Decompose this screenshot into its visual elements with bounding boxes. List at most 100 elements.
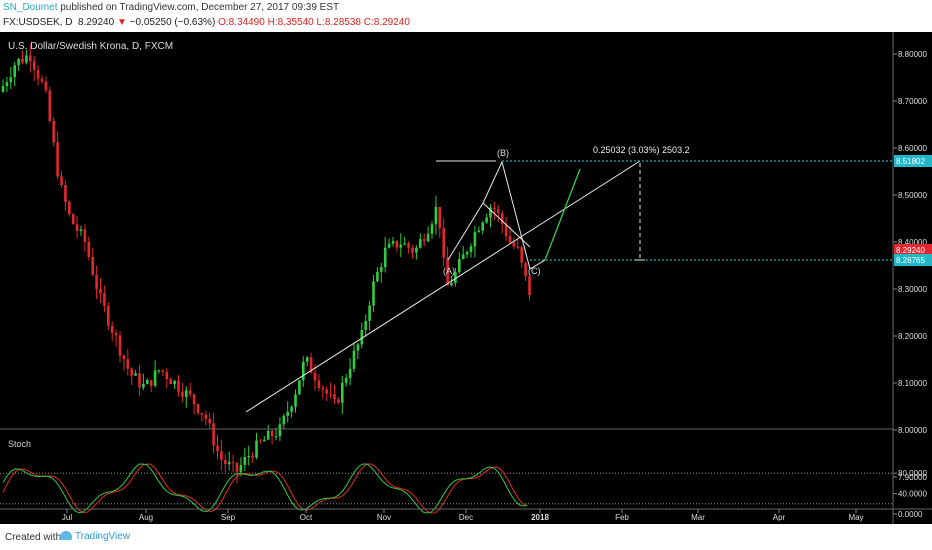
candle-body [395, 240, 399, 248]
candle-body [204, 414, 208, 420]
candle-body [79, 229, 83, 231]
candle-body [473, 231, 477, 247]
candle-body [142, 383, 145, 388]
candle-body [36, 69, 40, 79]
stoch-tick-label: 0.0000 [898, 510, 923, 519]
tradingview-brand[interactable]: TradingView [60, 531, 130, 542]
candle-body [481, 222, 484, 231]
candle-body [208, 419, 211, 424]
candle-body [192, 394, 196, 405]
candle-body [110, 325, 114, 333]
candle-body [32, 61, 36, 70]
candle-body [227, 462, 231, 465]
published-text: published on TradingView.com, December 2… [60, 2, 340, 13]
time-tick-label: Aug [139, 513, 153, 522]
time-tick-label: Dec [459, 513, 473, 522]
candle-body [87, 241, 91, 257]
candle-body [29, 55, 32, 62]
candle-body [399, 244, 403, 248]
close-value: C:8.29240 [363, 17, 410, 28]
candle-body [40, 78, 44, 82]
candle-body [329, 393, 332, 395]
wave-label-c: (C) [528, 266, 541, 276]
candle-body [118, 335, 122, 356]
price-tag-box [894, 254, 932, 266]
candle-body [212, 423, 215, 446]
candle-body [364, 320, 367, 330]
candle-body [485, 217, 488, 223]
price-tick-label: 8.80000 [898, 50, 927, 59]
candle-body [438, 206, 442, 229]
candle-body [60, 176, 63, 186]
candle-body [493, 207, 496, 210]
candle-body [489, 207, 492, 218]
candle-body [422, 239, 426, 242]
candle-body [224, 460, 227, 465]
price-tick-label: 7.90000 [898, 473, 927, 482]
candle-body [9, 77, 13, 83]
candle-body [512, 242, 516, 247]
candle-body [341, 382, 344, 403]
price-tick-label: 8.30000 [898, 285, 927, 294]
candle-body [426, 233, 430, 242]
candle-body [48, 90, 52, 122]
created-with-text: Created with [5, 532, 62, 543]
candle-body [360, 329, 364, 345]
candle-body [251, 456, 254, 458]
open-value: O:8.34490 [218, 17, 265, 28]
price-tag-label: 8.26765 [896, 256, 925, 265]
candle-body [337, 399, 340, 403]
candle-body [91, 256, 94, 275]
candle-body [95, 274, 98, 289]
last-price: 8.29240 [78, 17, 115, 28]
candle-body [181, 391, 184, 397]
candle-body [64, 185, 67, 202]
candle-body [138, 373, 141, 388]
stoch-k-line [2, 463, 528, 514]
time-tick-label: Jul [62, 513, 72, 522]
candle-body [243, 456, 247, 465]
candle-body [458, 259, 461, 273]
candle-body [391, 240, 395, 244]
candle-body [270, 430, 274, 437]
candle-body [255, 440, 258, 458]
drawings-group: (A) (B) (C) 0.25032 (3.03%) 2503.2 [245, 145, 932, 413]
price-tick-label: 8.00000 [898, 426, 927, 435]
publish-line: SN_Doumet published on TradingView.com, … [3, 2, 339, 13]
wave-label-b: (B) [497, 148, 509, 158]
chart-canvas[interactable]: (A)(B)(C)0.25032 (3.03%) 2503.2 8.800008… [0, 32, 932, 524]
candle-body [344, 378, 348, 383]
candle-body [309, 357, 313, 373]
candles-group [1, 44, 531, 484]
candle-body [1, 86, 5, 92]
candle-body [465, 251, 469, 255]
candle-body [220, 451, 223, 461]
candle-body [56, 142, 59, 177]
change-value: −0.05250 (−0.63%) [129, 17, 216, 28]
candle-body [282, 415, 286, 425]
time-tick-label: Oct [300, 513, 313, 522]
candle-body [415, 247, 418, 253]
candle-body [239, 464, 243, 472]
stoch-tick-label: 40.0000 [898, 490, 927, 499]
trendline [245, 160, 641, 413]
time-tick-label: Sep [221, 513, 236, 522]
candle-body [500, 213, 504, 225]
candle-body [325, 389, 328, 394]
price-tag-label: 8.29240 [896, 246, 925, 255]
candle-body [68, 201, 71, 215]
stoch-group [0, 428, 893, 514]
candle-body [450, 283, 453, 286]
candle-body [305, 357, 309, 362]
candle-body [107, 305, 110, 326]
author-link[interactable]: SN_Doumet [3, 2, 58, 13]
chart-area[interactable]: (A) (B) (C) 0.25032 (3.03%) 2503.2 8.80000 8… [0, 32, 932, 524]
candle-body [356, 344, 360, 351]
price-tag-label: 8.51802 [896, 157, 925, 166]
time-tick-label: Mar [691, 513, 705, 522]
candle-body [165, 371, 169, 380]
candle-body [173, 380, 176, 385]
projection-line [544, 168, 581, 261]
candle-body [75, 224, 79, 231]
candle-body [99, 288, 102, 294]
